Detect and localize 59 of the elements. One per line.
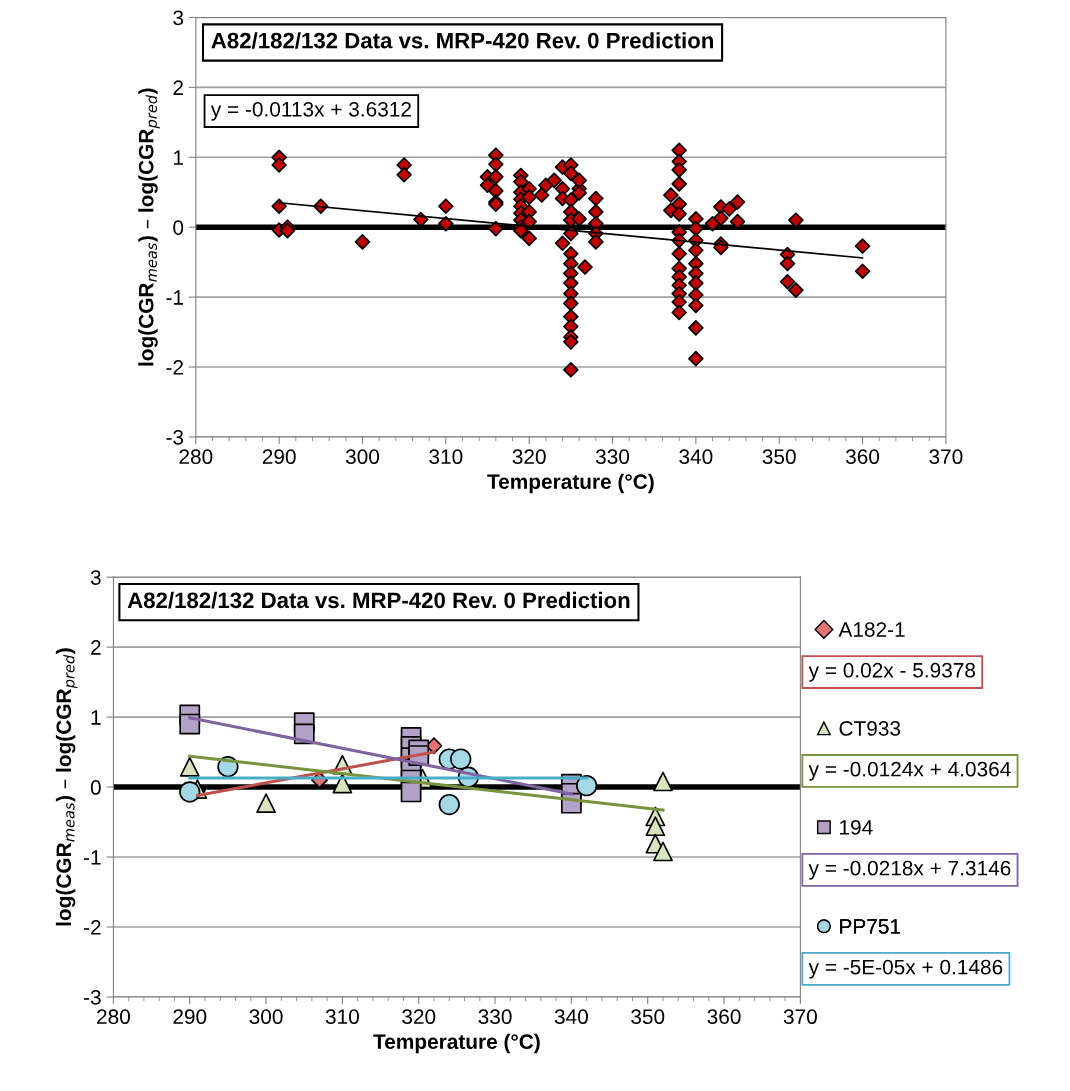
x-tick-label: 360 [845,449,880,465]
y-tick-label: 0 [173,220,184,235]
point [179,756,200,777]
y-tick-label: -1 [84,850,101,865]
y-tick-label: -1 [166,290,183,305]
x-tick-label: 330 [478,1009,512,1025]
x-tick-label: 280 [97,1009,130,1025]
x-tick-label: 360 [707,1009,741,1025]
x-tick-label: 370 [929,449,963,465]
point [332,773,353,794]
point [575,774,598,797]
text: y = -0.0124x + 4.0364 [808,761,1011,781]
y-tick-label: 1 [91,710,101,725]
legend-label: PP751 [840,919,901,934]
y-tick-label: -2 [166,360,183,375]
legend-label: A182-1 [838,622,905,637]
y-tick-label: -2 [84,919,101,935]
text: A82/182/132 Data vs. MRP-420 Rev. 0 Prediction [211,32,713,49]
y-tick-label: 0 [90,780,101,795]
point [450,748,472,770]
x-tick-label: 310 [429,449,463,465]
point [653,841,673,862]
x-tick-label: 310 [325,1009,359,1025]
y-tick-label: 2 [91,640,101,655]
point [179,781,201,803]
y-tick-label: 2 [173,80,183,95]
y-tick-label: 3 [173,10,184,26]
text: A82/182/132 Data vs. MRP-420 Rev. 0 Prediction [127,591,630,609]
annotation: y = -0.0113x + 3.6312 [210,101,411,121]
point [653,771,673,792]
x-tick-label: 320 [512,449,546,465]
text: y = -5E-05x + 0.1486 [808,959,1003,979]
x-tick-label: 290 [173,1009,207,1025]
x-tick-label: 320 [402,1009,436,1025]
point [438,793,460,816]
point [645,816,666,837]
y-tick-label: -3 [84,989,101,1005]
y-axis-title: log(CGR$_{meas}$) – log(CGR$_{pred}$) [55,648,78,926]
legend-label: CT933 [839,721,901,736]
x-tick-label: 350 [762,449,796,465]
y-tick-label: 3 [90,570,101,585]
x-tick-label: 330 [595,449,630,465]
y-tick-label: 1 [174,150,183,165]
x-tick-label: 340 [679,449,713,465]
x-tick-label: 290 [262,449,296,465]
x-axis-title: Temperature (°C) [487,473,654,494]
x-tick-label: 340 [554,1009,588,1025]
x-tick-label: 300 [249,1009,283,1025]
y-tick-label: -3 [166,429,184,445]
legend-label: 194 [840,820,873,835]
text: y = 0.02x - 5.9378 [808,662,976,682]
x-tick-label: 280 [179,449,213,465]
point [256,793,276,814]
text: y = -0.0218x + 7.3146 [808,860,1011,880]
x-tick-label: 350 [631,1009,665,1025]
x-axis-title: Temperature (°C) [373,1033,540,1054]
x-tick-label: 300 [345,449,380,465]
x-tick-label: 370 [783,1009,817,1025]
y-axis-title: log(CGR$_{meas}$) – log(CGR$_{pred}$) [138,88,160,366]
